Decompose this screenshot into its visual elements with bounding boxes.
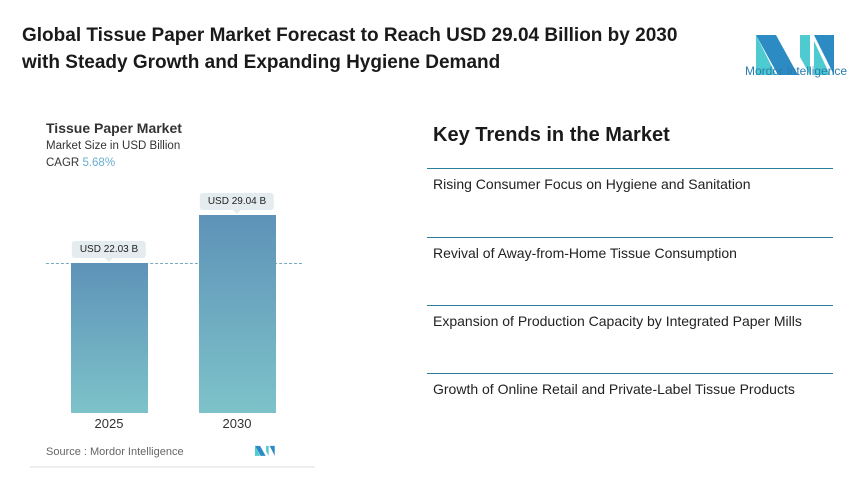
cagr-value: 5.68% bbox=[82, 157, 116, 169]
chart-subtitle: Market Size in USD Billion bbox=[46, 140, 181, 152]
trend-item: Rising Consumer Focus on Hygiene and San… bbox=[433, 176, 751, 192]
divider bbox=[427, 168, 833, 169]
chart-card bbox=[30, 108, 315, 468]
logo-text: Mordor Intelligence bbox=[745, 64, 848, 78]
trends-heading: Key Trends in the Market bbox=[433, 124, 670, 146]
trend-item: Growth of Online Retail and Private-Labe… bbox=[433, 381, 795, 397]
mordor-logo bbox=[756, 35, 834, 75]
cagr-label: CAGR bbox=[46, 157, 80, 169]
page-title: Global Tissue Paper Market Forecast to R… bbox=[22, 25, 678, 73]
x-tick-label: 2025 bbox=[94, 416, 124, 431]
chart-title: Tissue Paper Market bbox=[46, 120, 182, 136]
bar-2030 bbox=[199, 215, 276, 413]
data-label: USD 29.04 B bbox=[199, 193, 275, 214]
source-logo-icon bbox=[255, 445, 275, 456]
divider bbox=[427, 305, 833, 306]
data-label: USD 22.03 B bbox=[71, 240, 147, 262]
divider bbox=[427, 237, 833, 238]
trend-item: Expansion of Production Capacity by Inte… bbox=[433, 313, 802, 329]
reference-line bbox=[46, 263, 302, 264]
x-tick-label: 2030 bbox=[222, 416, 252, 431]
bar-2025 bbox=[71, 262, 148, 413]
trend-item: Revival of Away-from-Home Tissue Consump… bbox=[433, 245, 737, 261]
source-text: Source : Mordor Intelligence bbox=[46, 446, 184, 458]
divider bbox=[427, 373, 833, 374]
